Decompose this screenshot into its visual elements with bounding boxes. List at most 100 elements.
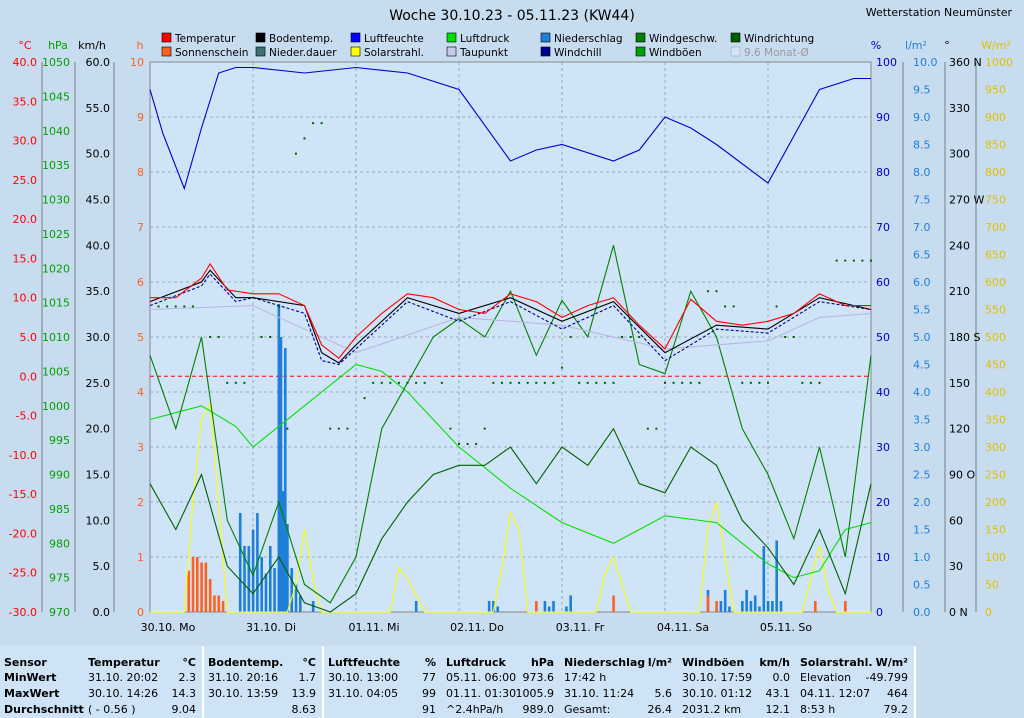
axis-tick-label: 2.5 bbox=[913, 469, 931, 482]
wind-direction-point bbox=[397, 381, 400, 384]
wind-direction-point bbox=[303, 137, 306, 140]
wind-direction-point bbox=[209, 336, 212, 338]
axis-tick-label: 40.0 bbox=[13, 56, 38, 69]
precipitation-bar bbox=[569, 595, 572, 612]
wind-direction-point bbox=[741, 381, 744, 384]
axis-tick-label: 210 bbox=[949, 285, 970, 298]
wind-direction-point bbox=[174, 305, 177, 308]
axis-tick-label: 1010 bbox=[42, 331, 70, 344]
axis-tick-label: 330 bbox=[949, 102, 970, 115]
axis-tick-label: 1 bbox=[137, 551, 144, 564]
axis-tick-label: 850 bbox=[985, 139, 1006, 152]
x-axis-label: 03.11. Fr bbox=[556, 621, 605, 634]
stats-solar-unit: W/m² bbox=[875, 656, 908, 669]
series-line-luftfeuchte bbox=[149, 66, 871, 191]
legend-swatch bbox=[446, 46, 457, 57]
legend-label: Solarstrahl. bbox=[364, 47, 424, 59]
axis-tick-label: 7.0 bbox=[913, 221, 931, 234]
wind-direction-point bbox=[320, 122, 323, 125]
axis-tick-label: 980 bbox=[49, 537, 70, 550]
sunshine-bar bbox=[208, 579, 212, 612]
wind-direction-point bbox=[363, 397, 366, 400]
axis-tick-label: 975 bbox=[49, 572, 70, 585]
sunshine-bar bbox=[844, 601, 847, 612]
precipitation-bar bbox=[775, 540, 778, 612]
precipitation-bar bbox=[762, 546, 766, 612]
axis-tick-label: 500 bbox=[985, 331, 1006, 344]
axis-tick-label: 300 bbox=[949, 148, 970, 161]
legend-swatch bbox=[540, 46, 551, 57]
legend-label: Windböen bbox=[649, 47, 702, 59]
wind-direction-point bbox=[389, 381, 392, 384]
axis-tick-label: 20.0 bbox=[13, 213, 38, 226]
wind-direction-point bbox=[526, 381, 529, 384]
wind-direction-point bbox=[586, 381, 589, 384]
axis-tick-label: 6.5 bbox=[913, 249, 931, 262]
axis-tick-label: 5.0 bbox=[93, 560, 111, 573]
x-axis-label: 04.11. Sa bbox=[657, 621, 709, 634]
axis-tick-label: 3.5 bbox=[913, 414, 931, 427]
axis-tick-label: 90 bbox=[876, 111, 890, 124]
legend-swatch bbox=[161, 46, 172, 57]
axis-tick-label: 25.0 bbox=[13, 174, 38, 187]
series-line-solarstrahl bbox=[150, 401, 871, 613]
stats-temperatur-row-value: 2.3 bbox=[178, 671, 197, 684]
wind-direction-point bbox=[621, 336, 624, 338]
wind-direction-point bbox=[672, 381, 675, 384]
stats-windboeen-panel: Windböen km/h 30.10. 17:59 0.0 30.10. 01:12 4… bbox=[678, 646, 798, 718]
stats-luftdruck-row-value: 1005.9 bbox=[515, 687, 555, 700]
precipitation-bar bbox=[268, 546, 272, 612]
axis-tick-label: 550 bbox=[985, 304, 1006, 317]
axis-tick-label: 150 bbox=[985, 524, 1006, 537]
stats-solar-row-label: 04.11. 12:07 bbox=[800, 687, 871, 700]
wind-direction-point bbox=[492, 381, 495, 384]
axis-tick-label: 800 bbox=[985, 166, 1006, 179]
legend-swatch bbox=[255, 32, 266, 43]
x-axis-label: 01.11. Mi bbox=[348, 621, 399, 634]
precipitation-bar bbox=[487, 601, 491, 612]
series-line-windchill bbox=[149, 273, 872, 366]
axis-tick-label: 10.0 bbox=[13, 292, 38, 305]
axis-tick-label: 10 bbox=[876, 551, 890, 564]
axis-tick-label: 1030 bbox=[42, 194, 70, 207]
precipitation-bar bbox=[745, 590, 748, 612]
sunshine-bar bbox=[814, 601, 817, 612]
wind-direction-point bbox=[732, 305, 735, 308]
wind-direction-point bbox=[234, 381, 237, 384]
axis-tick-label: 1025 bbox=[42, 228, 70, 241]
stats-temperatur-header: Temperatur bbox=[88, 656, 160, 669]
statistics-table: Sensor MinWert MaxWert Durchschnitt Temp… bbox=[0, 646, 1024, 718]
precipitation-bar bbox=[719, 601, 723, 612]
wind-direction-point bbox=[157, 305, 160, 308]
axis-tick-label: 995 bbox=[49, 434, 70, 447]
precipitation-bar bbox=[238, 513, 242, 612]
axis-tick-label: 100 bbox=[876, 56, 897, 69]
precipitation-bar bbox=[749, 601, 753, 612]
axis-tick-label: 950 bbox=[985, 84, 1006, 97]
legend-swatch bbox=[635, 32, 646, 43]
wind-direction-point bbox=[509, 381, 512, 384]
axis-unit-label: W/m² bbox=[981, 39, 1011, 52]
stats-niederschlag-row-label: Gesamt: bbox=[564, 703, 611, 716]
wind-direction-point bbox=[689, 381, 692, 384]
stats-temperatur-row-label: 30.10. 14:26 bbox=[88, 687, 159, 700]
sunshine-bar bbox=[612, 595, 615, 612]
wind-direction-point bbox=[269, 336, 272, 338]
axis-tick-label: 0.0 bbox=[913, 606, 931, 619]
series-line-temperatur bbox=[150, 262, 871, 359]
sunshine-bar bbox=[706, 595, 710, 612]
axis-tick-label: 50 bbox=[985, 579, 999, 592]
axis-tick-label: 50 bbox=[876, 331, 890, 344]
axis-tick-label: 450 bbox=[985, 359, 1006, 372]
legend-swatch bbox=[161, 32, 172, 43]
axis-tick-label: 6 bbox=[137, 276, 144, 289]
wind-direction-point bbox=[835, 259, 838, 262]
stats-niederschlag-row-value: 5.6 bbox=[654, 687, 673, 700]
legend-label: Windchill bbox=[554, 47, 602, 59]
stats-niederschlag-unit: l/m² bbox=[647, 656, 672, 669]
wind-direction-point bbox=[715, 290, 718, 293]
axis-tick-label: 990 bbox=[49, 469, 70, 482]
axis-tick-label: 1000 bbox=[42, 400, 70, 413]
axis-tick-label: 600 bbox=[985, 276, 1006, 289]
stats-bodentemp-panel: Bodentemp. °C 31.10. 20:16 1.7 30.10. 13:59 1… bbox=[204, 646, 324, 718]
